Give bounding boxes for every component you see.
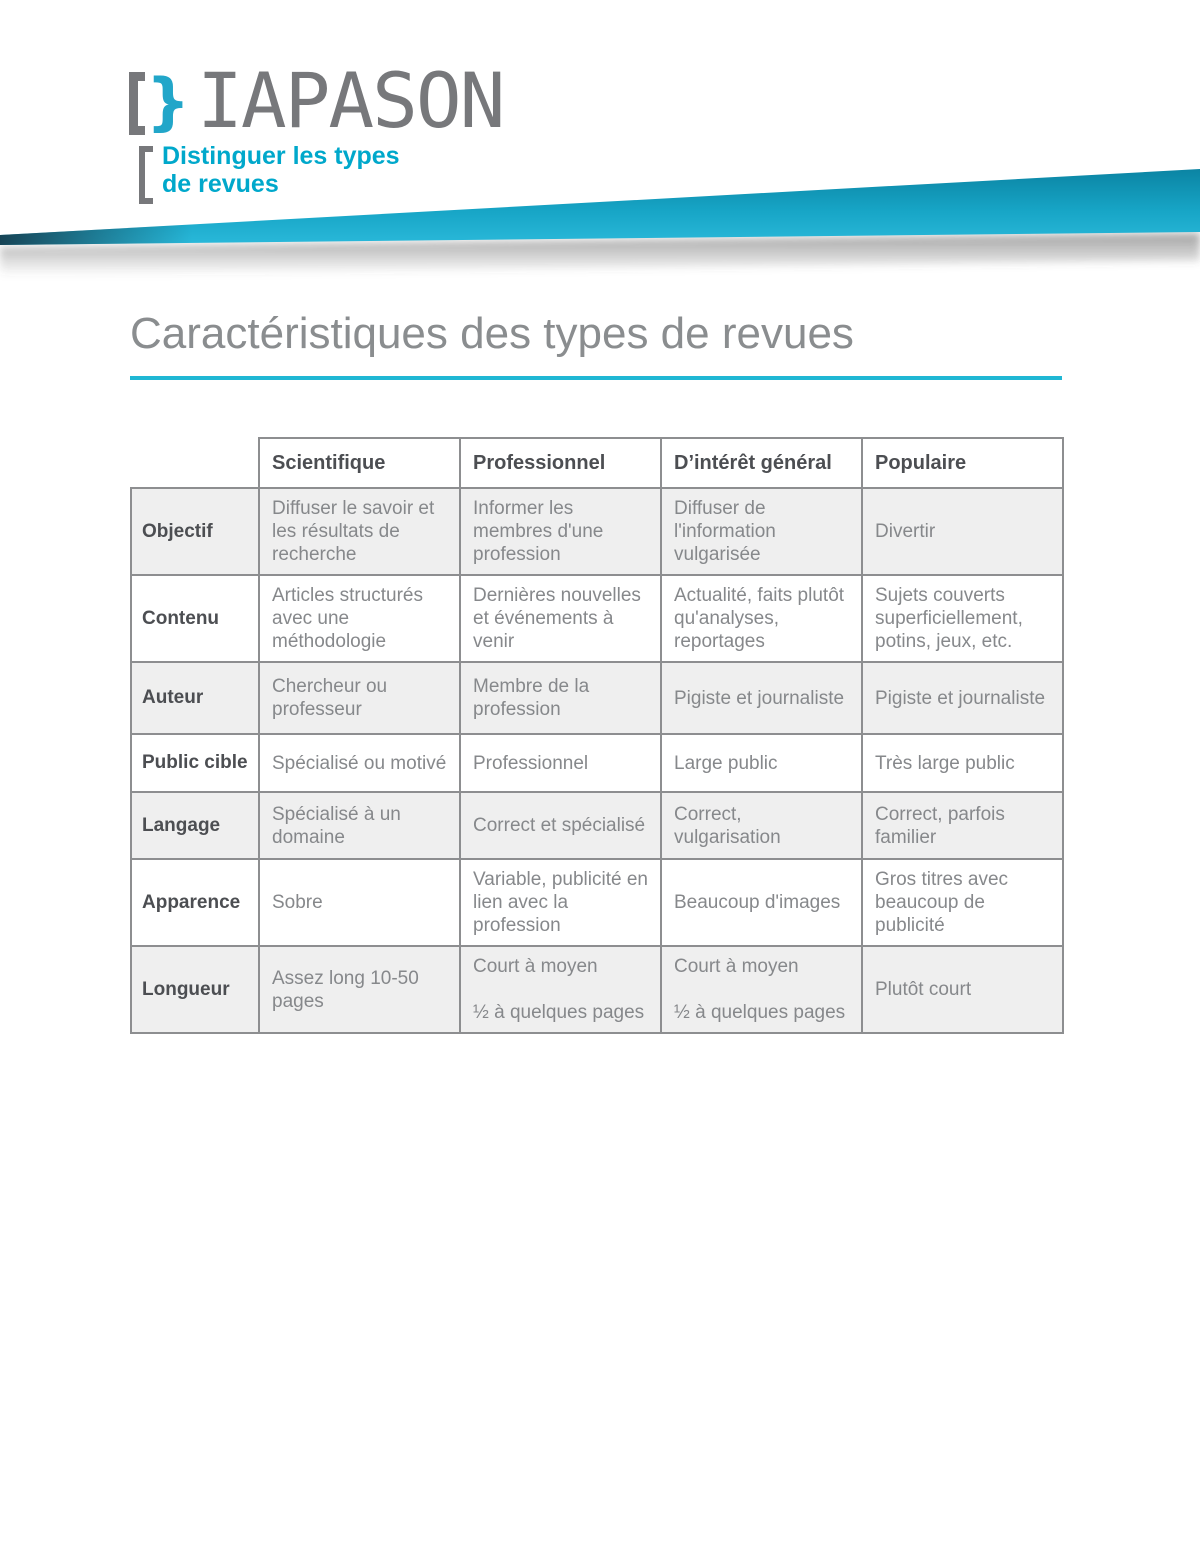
table-cell: Sujets couverts superficiellement, potin… bbox=[861, 574, 1064, 663]
row-label: Langage bbox=[130, 791, 260, 860]
row-label: Apparence bbox=[130, 858, 260, 947]
table-cell: Membre de la profession bbox=[459, 661, 662, 735]
table-cell: Chercheur ou professeur bbox=[258, 661, 461, 735]
table-cell: Divertir bbox=[861, 487, 1064, 576]
table-cell: Diffuser le savoir et les résultats de r… bbox=[258, 487, 461, 576]
logo-bracket-icon bbox=[129, 72, 145, 135]
table-row: Langage Spécialisé à un domaine Correct et… bbox=[130, 791, 1064, 860]
table-cell: Sobre bbox=[258, 858, 461, 947]
row-label: Public cible bbox=[130, 733, 260, 793]
subtitle-line2: de revues bbox=[162, 170, 279, 198]
row-label: Longueur bbox=[130, 945, 260, 1034]
column-header-2: D’intérêt général bbox=[660, 437, 863, 489]
table-row: Apparence Sobre Variable, publicité en lie… bbox=[130, 858, 1064, 947]
column-header-0: Scientifique bbox=[258, 437, 461, 489]
table-cell: Professionnel bbox=[459, 733, 662, 793]
document-subtitle: Distinguer les types de revues bbox=[139, 142, 400, 204]
row-label: Auteur bbox=[130, 661, 260, 735]
table-row: Public cible Spécialisé ou motivé Professi… bbox=[130, 733, 1064, 793]
table-cell: Plutôt court bbox=[861, 945, 1064, 1034]
table-row: Longueur Assez long 10-50 pages Court à mo… bbox=[130, 945, 1064, 1034]
table-cell: Actualité, faits plutôt qu'analyses, rep… bbox=[660, 574, 863, 663]
column-header-1: Professionnel bbox=[459, 437, 662, 489]
table-cell: Spécialisé à un domaine bbox=[258, 791, 461, 860]
brand-logo: } IAPASON bbox=[129, 56, 505, 145]
table-cell: Pigiste et journaliste bbox=[660, 661, 863, 735]
title-rule bbox=[130, 376, 1062, 380]
logo-text: IAPASON bbox=[197, 56, 505, 145]
characteristics-table: Scientifique Professionnel D’intérêt génér… bbox=[130, 437, 1064, 1034]
table-cell: Correct, parfois familier bbox=[861, 791, 1064, 860]
table-cell: Très large public bbox=[861, 733, 1064, 793]
table-cell: Assez long 10-50 pages bbox=[258, 945, 461, 1034]
table-cell: Diffuser de l'information vulgarisée bbox=[660, 487, 863, 576]
table-row: Contenu Articles structurés avec une méth… bbox=[130, 574, 1064, 663]
table-cell: Gros titres avec beaucoup de publicité bbox=[861, 858, 1064, 947]
column-header-3: Populaire bbox=[861, 437, 1064, 489]
table-cell: Large public bbox=[660, 733, 863, 793]
table-row: Auteur Chercheur ou professeur Membre de l… bbox=[130, 661, 1064, 735]
table-row: Objectif Diffuser le savoir et les résult… bbox=[130, 487, 1064, 576]
table-cell: Informer les membres d'une profession bbox=[459, 487, 662, 576]
row-label: Contenu bbox=[130, 574, 260, 663]
corner-cell bbox=[131, 438, 259, 488]
table-cell: Court à moyen ½ à quelques pages bbox=[459, 945, 662, 1034]
logo-brace-icon: } bbox=[146, 65, 191, 138]
main-content: Caractéristiques des types de revues Sci… bbox=[130, 308, 1064, 1034]
table-cell: Articles structurés avec une méthodologi… bbox=[258, 574, 461, 663]
table-cell: Dernières nouvelles et événements à veni… bbox=[459, 574, 662, 663]
subtitle-bracket-icon bbox=[139, 146, 153, 204]
table-cell: Correct et spécialisé bbox=[459, 791, 662, 860]
table-cell: Court à moyen ½ à quelques pages bbox=[660, 945, 863, 1034]
table-cell: Beaucoup d'images bbox=[660, 858, 863, 947]
table-cell: Variable, publicité en lien avec la prof… bbox=[459, 858, 662, 947]
row-label: Objectif bbox=[130, 487, 260, 576]
table-cell: Spécialisé ou motivé bbox=[258, 733, 461, 793]
table-cell: Correct, vulgarisation bbox=[660, 791, 863, 860]
header-band-decoration bbox=[0, 169, 1200, 276]
page-title: Caractéristiques des types de revues bbox=[130, 309, 854, 358]
subtitle-line1: Distinguer les types bbox=[162, 142, 400, 170]
table-cell: Pigiste et journaliste bbox=[861, 661, 1064, 735]
